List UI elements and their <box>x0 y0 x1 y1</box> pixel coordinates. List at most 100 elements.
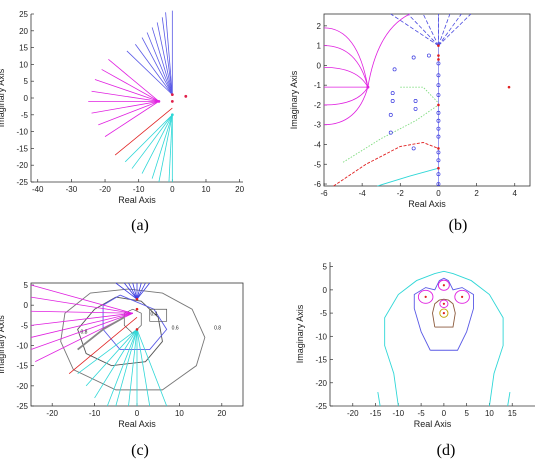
cyan-branch <box>128 329 138 407</box>
contour-thick <box>77 316 125 351</box>
root-locus-magenta-branch <box>94 79 160 102</box>
root-locus-cyan-branch <box>124 114 173 163</box>
contour-inner <box>123 308 142 334</box>
magenta-branch <box>323 87 369 126</box>
zero-marker <box>436 110 441 115</box>
root-locus-cyan-branch <box>131 114 173 169</box>
pole-marker <box>437 58 440 61</box>
y-tick-label: -15 <box>16 144 28 153</box>
root-locus-blue-branch <box>141 37 173 95</box>
y-tick-label: 0 <box>317 61 322 70</box>
x-tick-label: 0 <box>442 409 447 418</box>
pole-loop <box>437 279 450 291</box>
root-locus-cyan-branch <box>151 114 173 179</box>
contour-blue <box>102 294 168 350</box>
y-tick-label: 2 <box>317 22 322 31</box>
y-tick-label: -5 <box>320 309 328 318</box>
root-locus-blue-branch <box>151 27 173 95</box>
red-branch <box>68 316 138 375</box>
y-axis-label: Imaginary Axis <box>295 304 305 363</box>
root-locus-magenta-branch <box>91 90 159 102</box>
x-tick-label: -5 <box>418 409 426 418</box>
cyan-branch <box>77 329 138 375</box>
y-tick-label: -20 <box>315 379 327 388</box>
zero-marker <box>436 134 441 139</box>
caption-a: (a) <box>131 217 149 234</box>
y-tick-label: 0 <box>24 94 29 103</box>
pole-marker <box>437 103 440 107</box>
dashed-branch <box>438 13 451 46</box>
root-locus-blue-branch <box>156 22 173 95</box>
cyan-branch <box>85 329 138 387</box>
contour-middle <box>413 277 474 351</box>
panel-b: -6 -4 -2 0 2 4 -6 -5 -4 -3 -2 -1 0 1 2 Real Axis Imagina… <box>289 13 531 209</box>
zero-marker <box>436 83 441 88</box>
contour-outer-tail <box>507 391 511 407</box>
magenta-branch <box>30 312 133 350</box>
y-tick-label: -20 <box>16 382 28 391</box>
x-tick-label: 0 <box>436 189 441 198</box>
y-tick-label: -5 <box>21 321 29 330</box>
y-tick-label: -15 <box>16 362 28 371</box>
y-tick-label: -5 <box>21 111 29 120</box>
x-tick-label: 0 <box>135 409 140 418</box>
x-tick-label: 20 <box>217 409 226 418</box>
zero-marker <box>426 53 431 58</box>
green-branch <box>400 86 439 104</box>
pole-marker <box>135 297 139 301</box>
pole-marker <box>424 295 427 298</box>
breakaway-point <box>366 85 370 89</box>
contour-small <box>149 308 168 322</box>
x-tick-label: -15 <box>370 409 382 418</box>
root-locus-blue-branch <box>126 50 173 95</box>
panel-a: -40 -30 -20 -10 0 10 20 -25 -20 -15 -10 -5 0 5 10 15 20 2… <box>0 10 245 205</box>
x-tick-label: 15 <box>508 409 517 418</box>
blue-branch <box>123 282 138 300</box>
blue-branch <box>136 282 146 300</box>
y-tick-label: -5 <box>314 160 322 169</box>
root-locus-blue-branch <box>134 44 173 95</box>
x-tick-label: 10 <box>485 409 494 418</box>
zero-marker <box>390 99 395 103</box>
pole-marker <box>184 94 188 98</box>
x-tick-label: -10 <box>89 409 101 418</box>
zero-marker <box>436 182 441 186</box>
y-tick-label: -3 <box>314 121 322 130</box>
root-locus-cyan-branch <box>158 114 173 183</box>
cyan-branch <box>94 329 138 399</box>
zero-marker <box>436 93 441 98</box>
pole-marker <box>437 44 440 47</box>
blue-branch <box>136 282 142 300</box>
x-axis-label: Real Axis <box>118 195 156 205</box>
contour-0-9 <box>60 288 206 391</box>
x-tick-label: -10 <box>393 409 405 418</box>
x-tick-label: 2 <box>474 189 479 198</box>
y-tick-label: 0 <box>323 286 328 295</box>
magenta-branch <box>30 310 133 314</box>
zero-marker <box>388 130 393 135</box>
caption-b: (b) <box>449 217 468 234</box>
pole-marker <box>437 54 440 57</box>
contour-inner <box>432 298 456 328</box>
pole-marker <box>437 166 440 170</box>
y-tick-label: 20 <box>19 27 28 36</box>
magenta-branch <box>30 312 133 326</box>
zero-marker <box>388 112 393 117</box>
y-tick-label: 25 <box>19 10 28 19</box>
caption-c: (c) <box>131 442 149 459</box>
y-tick-label: -25 <box>16 402 28 411</box>
blue-branch <box>128 282 138 300</box>
magenta-branch <box>323 27 369 88</box>
y-tick-label: 1 <box>317 42 322 51</box>
y-tick-label: -15 <box>315 356 327 365</box>
zero-marker <box>411 55 416 60</box>
root-locus-red-branch <box>114 107 173 156</box>
pole-marker <box>461 295 464 298</box>
zero-marker <box>390 91 395 96</box>
contour-label: 0.4 <box>150 311 157 317</box>
pole-loop <box>439 308 449 318</box>
pole-loop <box>417 289 434 304</box>
zero-marker <box>436 118 441 123</box>
magenta-branch <box>323 66 369 88</box>
